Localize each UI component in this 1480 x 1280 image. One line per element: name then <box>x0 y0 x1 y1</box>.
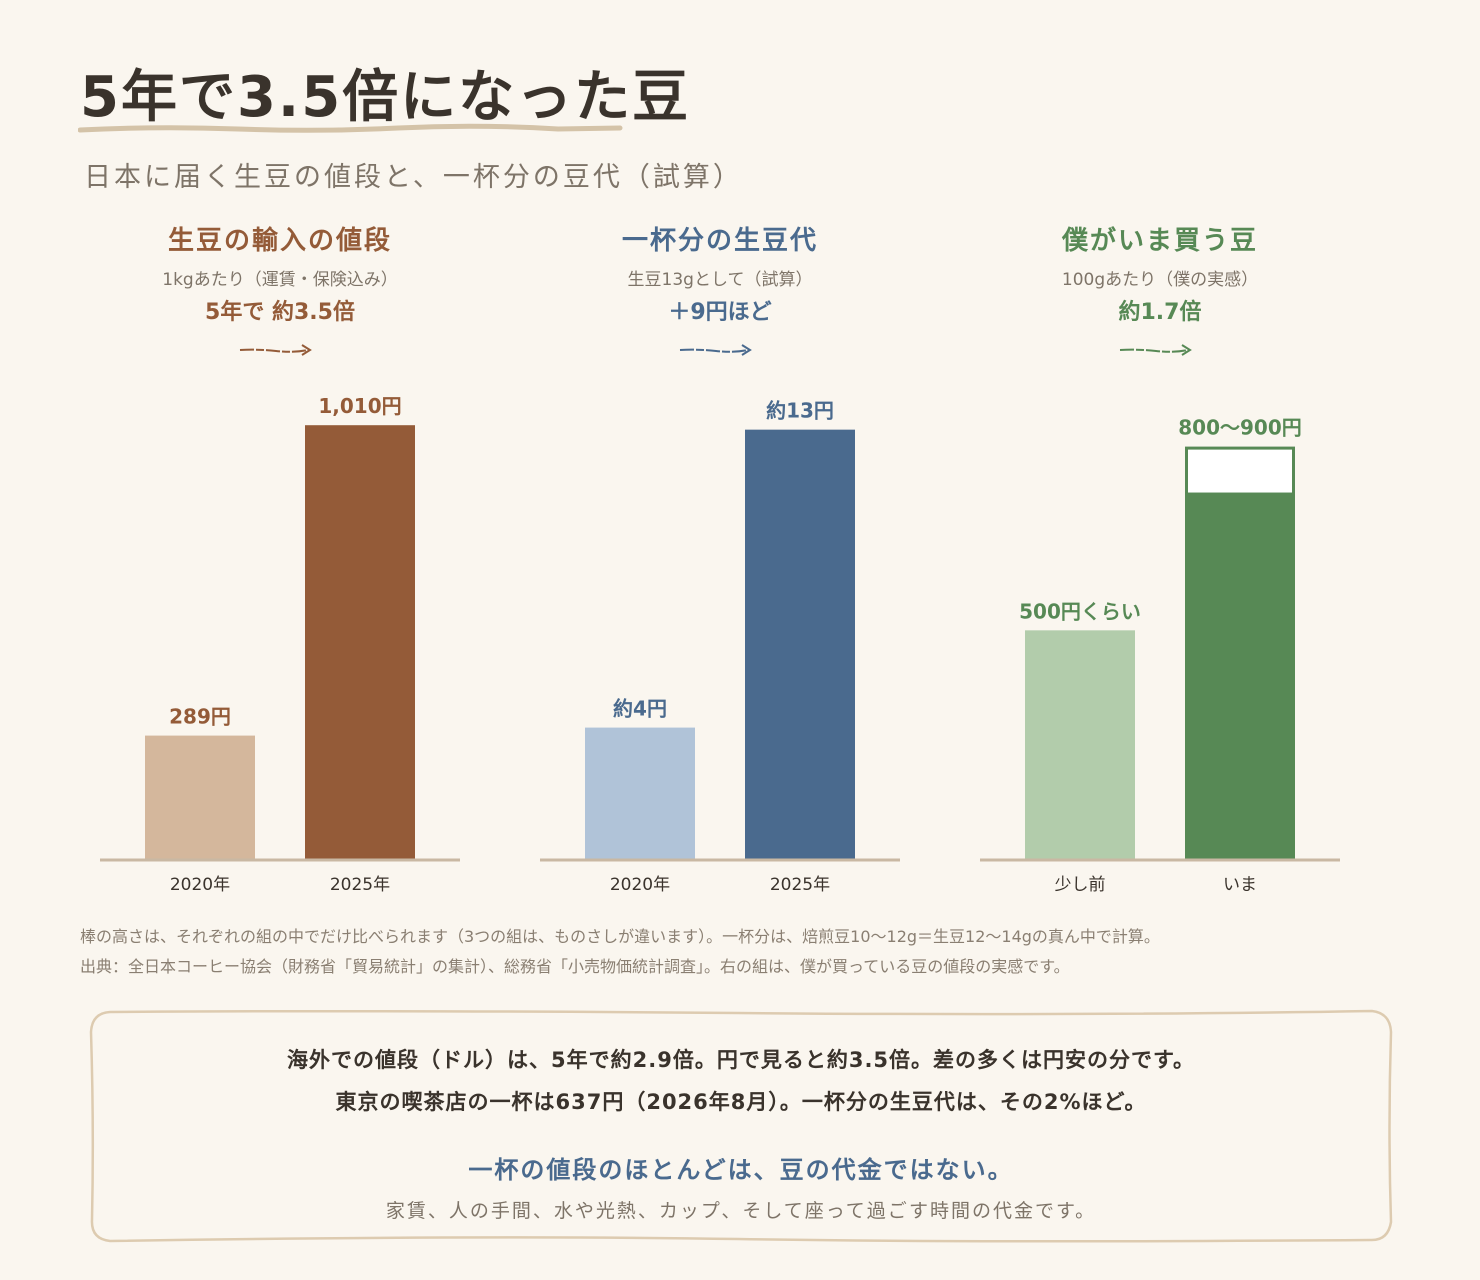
panel-subtitle: 100gあたり（僕の実感） <box>1061 270 1259 290</box>
bar <box>305 425 415 860</box>
arrow-right-icon <box>1119 344 1192 356</box>
category-label: いま <box>1223 875 1257 895</box>
bar <box>745 429 855 860</box>
panel-title: 僕がいま買う豆 <box>1061 226 1258 256</box>
summary-box: 海外での値段（ドル）は、5年で約2.9倍。円で見ると約3.5倍。差の多くは円安の… <box>88 1008 1394 1244</box>
panel-title: 一杯分の生豆代 <box>621 226 818 256</box>
panel-ratio: ＋9円ほど <box>668 300 772 325</box>
bar-value-label: 289円 <box>169 705 231 729</box>
panel-subtitle: 1kgあたり（運賃・保険込み） <box>162 270 398 290</box>
bar-value-label: 1,010円 <box>318 394 401 418</box>
category-label: 2025年 <box>330 875 390 895</box>
bar-value-label: 約13円 <box>766 399 834 423</box>
page-subtitle: 日本に届く生豆の値段と、一杯分の豆代（試算） <box>84 162 743 193</box>
panel-title: 生豆の輸入の値段 <box>167 226 392 256</box>
bar-charts: 289円 2020年 1,010円 2025年 約4円 2020年 約13円 2025年 500… <box>100 394 1340 895</box>
panel-header-my-beans: 僕がいま買う豆 100gあたり（僕の実感） 約1.7倍 <box>980 0 1340 360</box>
footnote-scale: 棒の高さは、それぞれの組の中でだけ比べられます（3つの組は、ものさしが違います）… <box>80 927 1160 946</box>
summary-box-border <box>89 1009 1393 1243</box>
bar-value-label: 約4円 <box>613 697 667 721</box>
category-label: 2020年 <box>170 875 230 895</box>
bar-value-label: 800〜900円 <box>1178 416 1302 440</box>
panel-header-import-price: 生豆の輸入の値段 1kgあたり（運賃・保険込み） 5年で 約3.5倍 <box>100 0 460 360</box>
bar <box>1025 630 1135 860</box>
bar-value-label: 500円くらい <box>1019 599 1141 623</box>
title-underline <box>78 123 623 133</box>
footnote-source: 出典：全日本コーヒー協会（財務省「貿易統計」の集計）、総務省「小売物価統計調査」… <box>80 957 1070 976</box>
footnotes: 棒の高さは、それぞれの組の中でだけ比べられます（3つの組は、ものさしが違います）… <box>80 922 1160 982</box>
arrow-right-icon <box>239 344 312 356</box>
category-label: 少し前 <box>1055 875 1106 895</box>
page-title: 5年で3.5倍になった豆 <box>80 65 691 130</box>
bar <box>145 735 255 860</box>
summary-cafe-note: 東京の喫茶店の一杯は637円（2026年8月）。一杯分の生豆代は、その2%ほど。 <box>335 1090 1147 1114</box>
bar <box>1185 492 1295 860</box>
panel-header-cup-cost: 一杯分の生豆代 生豆13gとして（試算） ＋9円ほど <box>540 0 900 360</box>
category-label: 2025年 <box>770 875 830 895</box>
bar <box>585 727 695 860</box>
panel-subtitle: 生豆13gとして（試算） <box>627 270 813 290</box>
panel-ratio: 5年で 約3.5倍 <box>205 300 355 325</box>
summary-footer: 家賃、人の手間、水や光熱、カップ、そして座って過ごす時間の代金です。 <box>385 1200 1097 1222</box>
arrow-right-icon <box>679 344 752 356</box>
summary-headline: 一杯の値段のほとんどは、豆の代金ではない。 <box>468 1156 1014 1184</box>
category-label: 2020年 <box>610 875 670 895</box>
summary-dollar-note: 海外での値段（ドル）は、5年で約2.9倍。円で見ると約3.5倍。差の多くは円安の… <box>287 1048 1195 1072</box>
panel-ratio: 約1.7倍 <box>1118 300 1202 325</box>
